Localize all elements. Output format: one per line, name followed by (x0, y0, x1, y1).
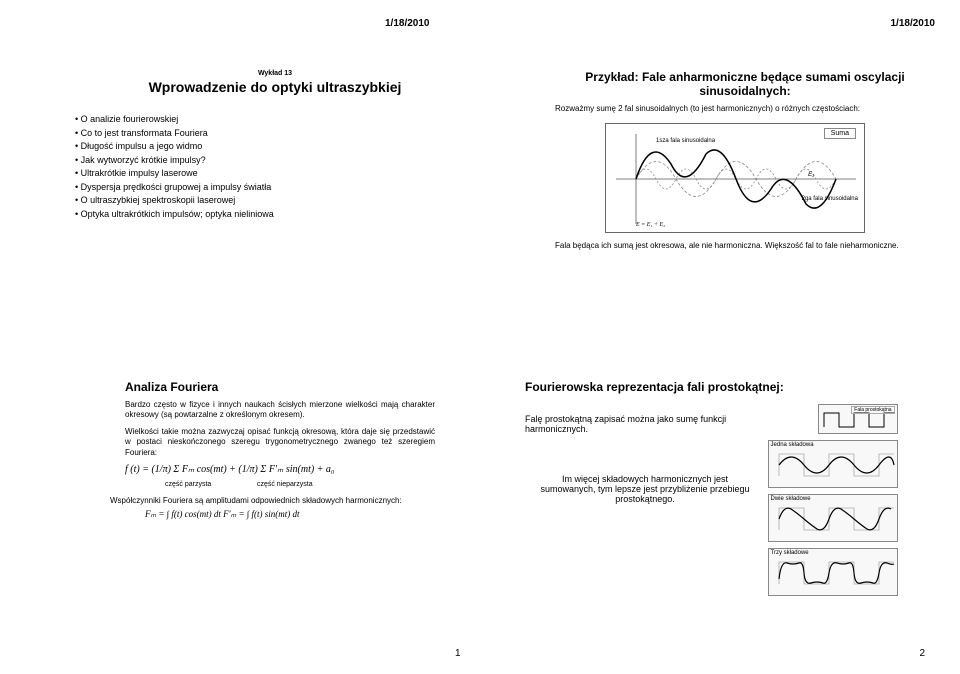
bullet-item: Ultrakrótkie impulsy laserowe (75, 167, 495, 181)
slide-3-para-2: Wielkości takie można zazwyczaj opisać f… (55, 427, 495, 458)
slide-1-title: Wprowadzenie do optyki ultraszybkiej (55, 79, 495, 95)
slide-1: Wykład 13 Wprowadzenie do optyki ultrasz… (55, 70, 495, 221)
coefficients-formula: Fₘ = ∫ f(t) cos(mt) dt F′ₘ = ∫ f(t) sin(… (55, 509, 495, 520)
bullet-item: O analizie fourierowskiej (75, 113, 495, 127)
slide-4-charts: Fala prostokątna Jedna składowa Dwie skł… (768, 404, 908, 602)
slide-3: Analiza Fouriera Bardzo często w fizyce … (55, 380, 495, 520)
lecture-number: Wykład 13 (55, 70, 495, 77)
bullet-item: Jak wytworzyć krótkie impulsy? (75, 154, 495, 168)
wave-label-sum: Suma (824, 128, 856, 139)
date-header-left: 1/18/2010 (385, 18, 430, 29)
coefficients-text: Współczynniki Fouriera są amplitudami od… (55, 496, 495, 505)
bullet-item: Długość impulsu a jego widmo (75, 140, 495, 154)
slide-2-caption: Fala będąca ich sumą jest okresowa, ale … (525, 241, 960, 250)
slide-2-subtitle: Rozważmy sumę 2 fal sinusoidalnych (to j… (525, 104, 960, 113)
date-header-right: 1/18/2010 (891, 18, 936, 29)
label-odd: część nieparzysta (257, 481, 313, 488)
slide-4-title: Fourierowska reprezentacja fali prostoką… (525, 380, 960, 394)
page-number-right: 2 (919, 648, 925, 659)
wave-label-1: 1sza fala sinusoidalna (656, 138, 715, 144)
wave-label-e1: E₁ (808, 172, 814, 178)
chart-square-wave: Fala prostokątna (818, 404, 898, 434)
slide-3-para-1: Bardzo często w fizyce i innych naukach … (55, 400, 495, 421)
chart-label: Trzy składowe (771, 550, 809, 556)
slide-4-text-2: Im więcej składowych harmonicznych jest … (525, 474, 765, 504)
slide-1-bullets: O analizie fourierowskiej Co to jest tra… (55, 113, 495, 221)
slide-3-title: Analiza Fouriera (55, 380, 495, 394)
bullet-item: O ultraszybkiej spektroskopii laserowej (75, 194, 495, 208)
bullet-item: Optyka ultrakrótkich impulsów; optyka ni… (75, 208, 495, 222)
chart-label: Dwie składowe (771, 496, 811, 502)
chart-two-components: Dwie składowe (768, 494, 898, 542)
slide-4-text: Falę prostokątną zapisać można jako sumę… (525, 404, 765, 504)
slide-2-title: Przykład: Fale anharmoniczne będące suma… (525, 70, 960, 98)
bullet-item: Co to jest transformata Fouriera (75, 127, 495, 141)
slide-2: Przykład: Fale anharmoniczne będące suma… (525, 70, 960, 250)
wave-svg (606, 124, 866, 234)
slide-4-text-1: Falę prostokątną zapisać można jako sumę… (525, 414, 765, 434)
bullet-item: Dyspersja prędkości grupowej a impulsy ś… (75, 181, 495, 195)
wave-label-2: 2ga fala sinusoidalna (802, 196, 858, 202)
wave-equation: E = E₁ + E₂ (636, 222, 665, 228)
label-even: część parzysta (165, 481, 255, 488)
chart-label: Jedna składowa (771, 442, 814, 448)
fourier-series-formula: f (t) = (1/π) Σ Fₘ cos(mt) + (1/π) Σ F′ₘ… (55, 464, 495, 475)
wave-diagram: 1sza fala sinusoidalna 2ga fala sinusoid… (605, 123, 865, 233)
formula-part-labels: część parzysta część nieparzysta (55, 481, 495, 488)
slide-4: Fourierowska reprezentacja fali prostoką… (525, 380, 960, 602)
chart-label: Fala prostokątna (851, 406, 894, 414)
chart-one-component: Jedna składowa (768, 440, 898, 488)
page-number-left: 1 (455, 648, 461, 659)
chart-three-components: Trzy składowe (768, 548, 898, 596)
